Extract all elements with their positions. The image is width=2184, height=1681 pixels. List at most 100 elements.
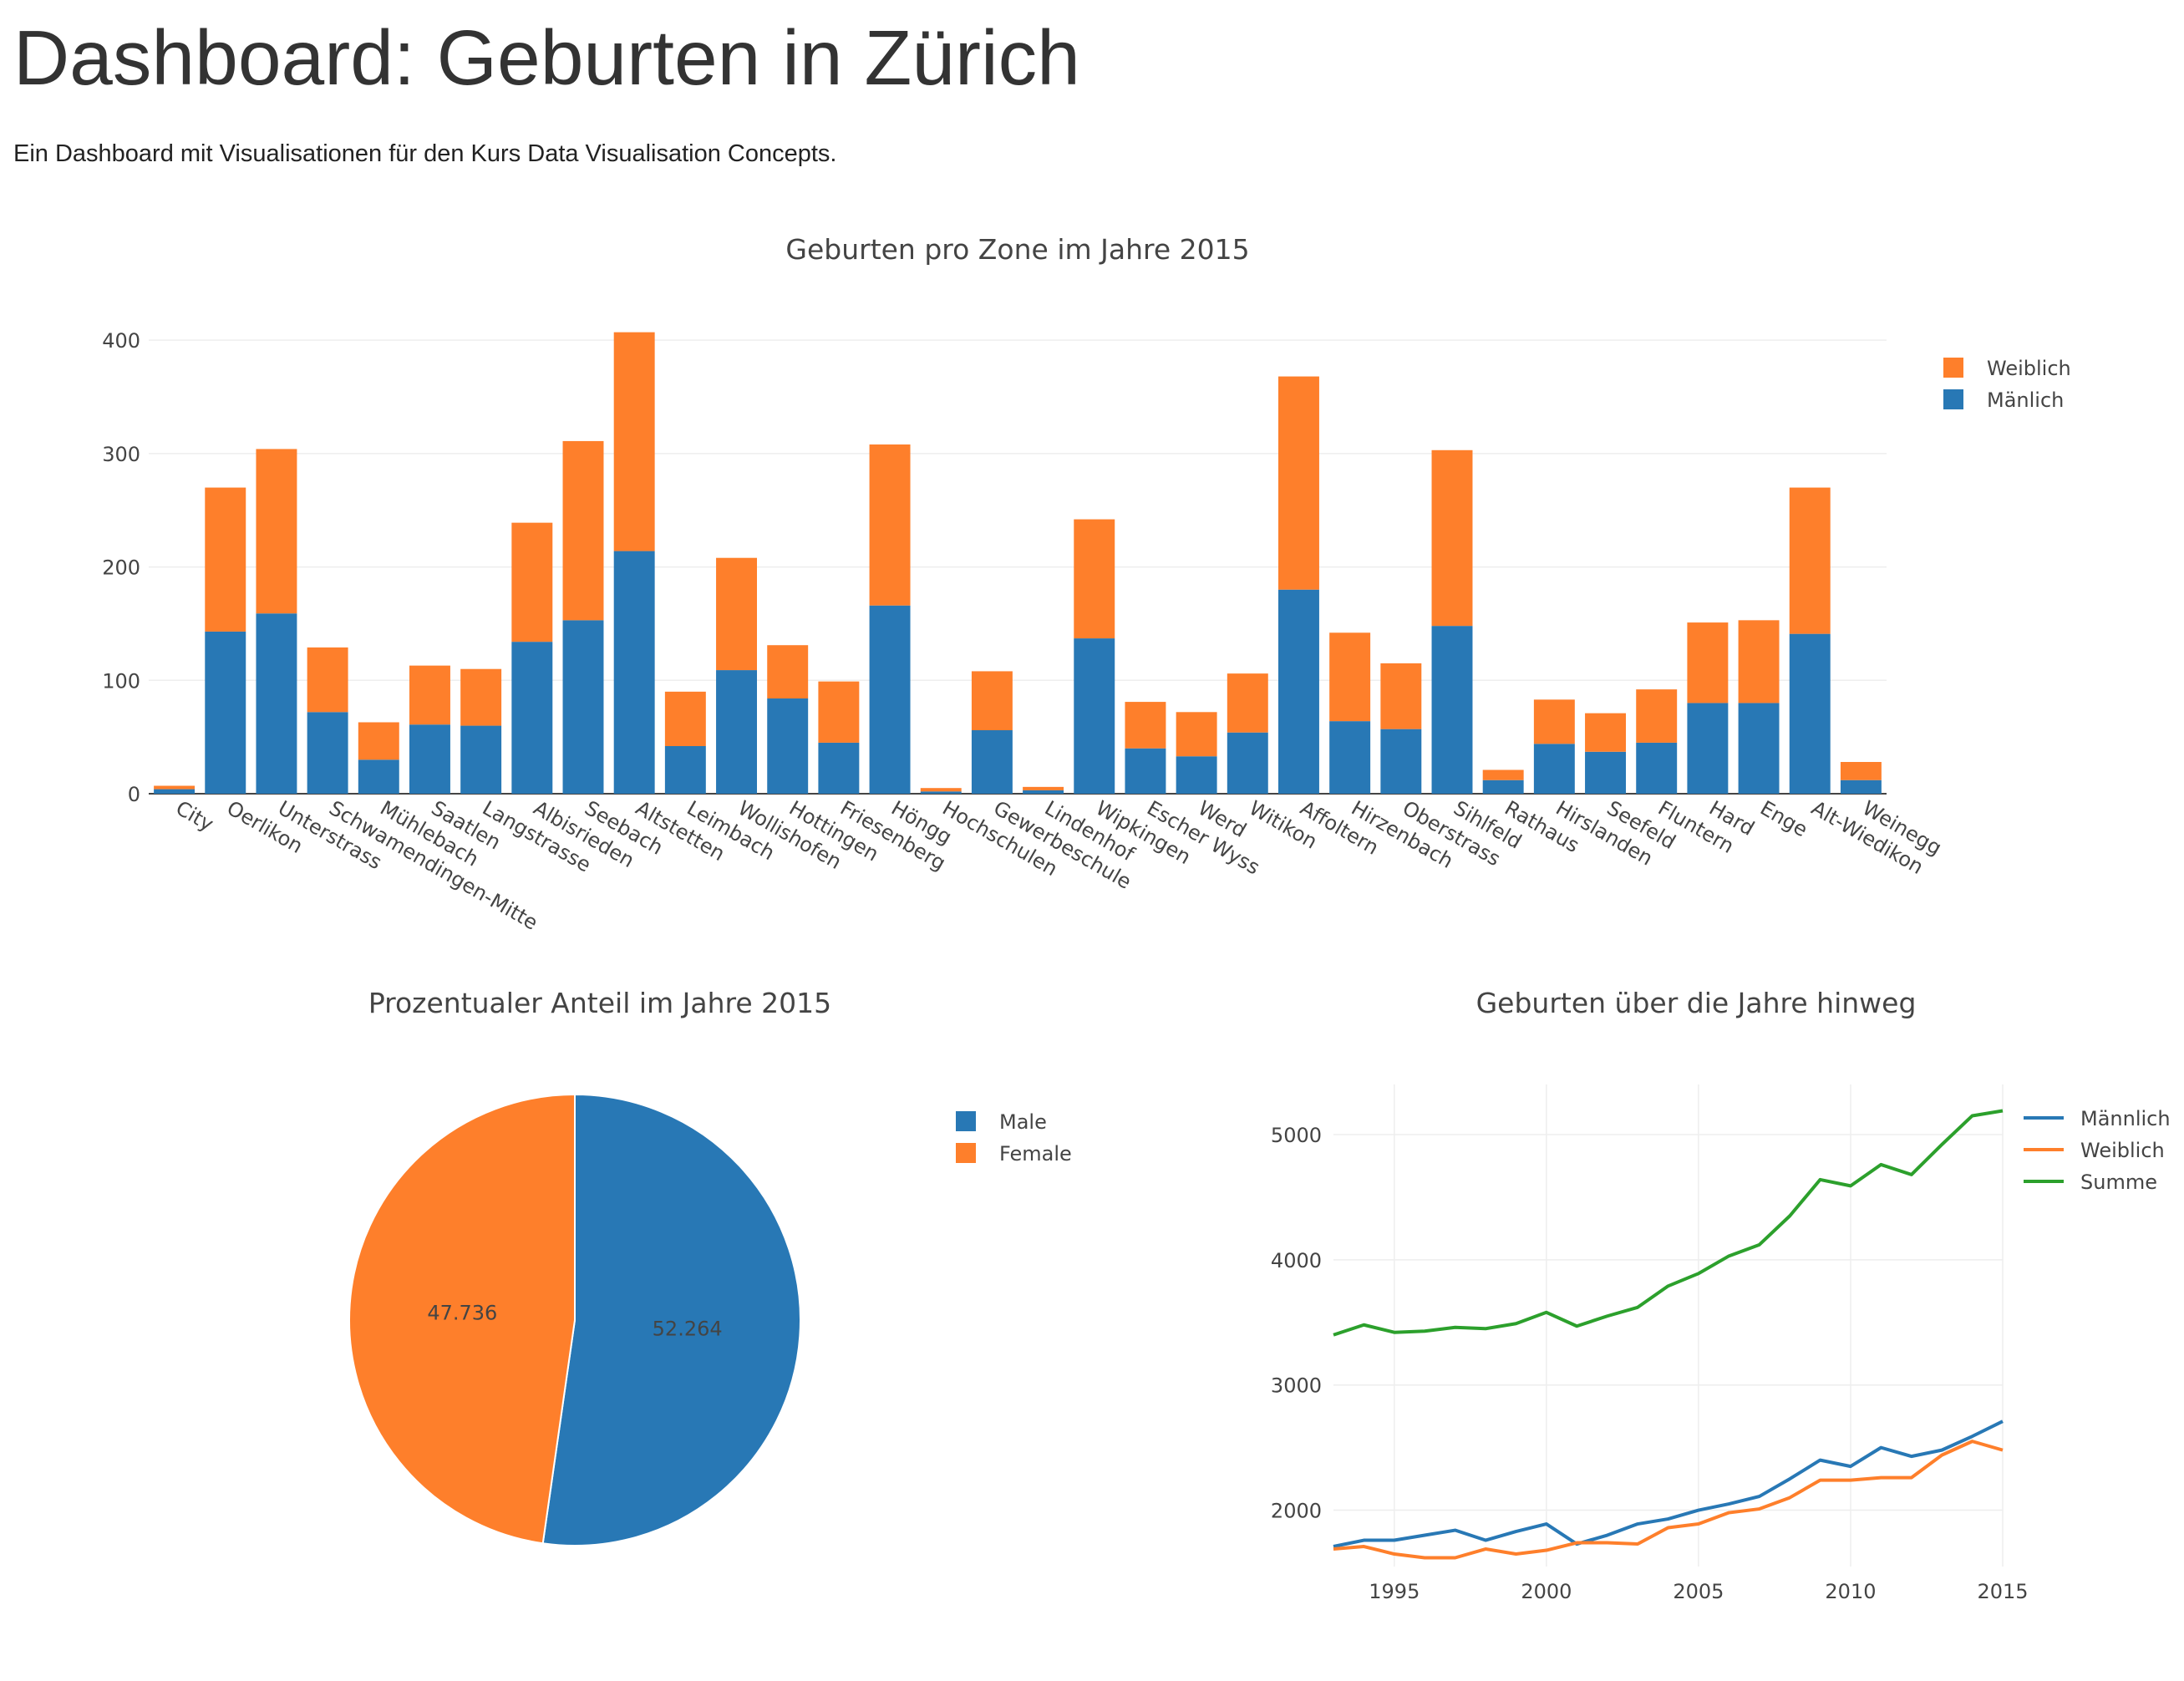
x-tick-label: 2015 (1977, 1580, 2028, 1603)
bar-maenlich-3 (307, 712, 348, 794)
y-tick-label: 0 (128, 783, 140, 806)
bar-weiblich-10 (664, 691, 706, 746)
bar-weiblich-1 (205, 487, 246, 632)
legend-label-2: Summe (2080, 1171, 2157, 1194)
bar-maenlich-26 (1482, 780, 1524, 794)
legend-label-female: Female (999, 1142, 1072, 1166)
bar-maenlich-16 (971, 730, 1013, 794)
bar-weiblich-7 (511, 522, 553, 642)
bar-weiblich-28 (1585, 713, 1626, 752)
pie-slice-female (348, 1093, 576, 1545)
y-tick-label: 100 (102, 669, 140, 693)
bar-weiblich-8 (562, 440, 604, 621)
bar-weiblich-22 (1278, 376, 1319, 590)
bar-weiblich-30 (1687, 622, 1729, 703)
y-tick-label: 2000 (1271, 1500, 1322, 1523)
bar-maenlich-12 (767, 698, 809, 794)
page-title: Dashboard: Geburten in Zürich (13, 14, 1080, 101)
pie-slice-male (541, 1093, 801, 1546)
x-tick-label: 1995 (1369, 1580, 1420, 1603)
bar-weiblich-23 (1329, 632, 1371, 722)
bar-maenlich-6 (460, 725, 502, 794)
legend-swatch-male (956, 1111, 976, 1131)
bar-maenlich-32 (1789, 633, 1831, 794)
bar-weiblich-13 (818, 681, 860, 743)
bar-weiblich-16 (971, 671, 1013, 730)
bar-weiblich-27 (1533, 699, 1575, 744)
bar-weiblich-3 (307, 647, 348, 713)
bar-weiblich-25 (1431, 449, 1473, 627)
bar-weiblich-18 (1074, 519, 1115, 639)
bar-maenlich-9 (613, 551, 655, 794)
bar-maenlich-17 (1023, 790, 1064, 794)
bar-weiblich-5 (409, 665, 450, 725)
bar-maenlich-21 (1227, 732, 1268, 794)
bar-maenlich-24 (1380, 729, 1422, 794)
bar-weiblich-26 (1482, 769, 1524, 780)
bar-maenlich-19 (1125, 748, 1166, 794)
line-series-0 (1333, 1419, 2004, 1548)
bar-maenlich-5 (409, 724, 450, 794)
bar-maenlich-14 (869, 605, 911, 794)
legend-label-weiblich: Weiblich (1987, 357, 2071, 380)
bar-weiblich-31 (1738, 620, 1780, 703)
bar-maenlich-13 (818, 742, 860, 794)
bar-maenlich-18 (1074, 638, 1115, 794)
pie-value-label: 52.264 (653, 1318, 723, 1341)
legend-label-1: Weiblich (2080, 1139, 2165, 1162)
line-series-2 (1333, 1109, 2004, 1337)
bar-maenlich-7 (511, 642, 553, 794)
y-tick-label: 3000 (1271, 1374, 1322, 1398)
bar-maenlich-25 (1431, 626, 1473, 794)
bar-weiblich-2 (256, 449, 297, 614)
bar-weiblich-29 (1636, 689, 1678, 743)
y-tick-label: 5000 (1271, 1124, 1322, 1147)
line-series-1 (1333, 1440, 2004, 1560)
bar-maenlich-31 (1738, 703, 1780, 794)
bar-weiblich-12 (767, 645, 809, 698)
bar-maenlich-11 (716, 670, 757, 794)
bar-weiblich-9 (613, 332, 655, 551)
line-chart: Geburten über die Jahre hinweg 2000 3000 40… (1271, 987, 2171, 1603)
bar-weiblich-4 (358, 722, 399, 760)
bar-maenlich-4 (358, 759, 399, 794)
pie-chart: Prozentualer Anteil im Jahre 2015 52.264 4… (348, 987, 1072, 1546)
bar-weiblich-15 (920, 788, 962, 792)
bar-maenlich-27 (1533, 744, 1575, 794)
x-tick-label: 2005 (1673, 1580, 1724, 1603)
legend-swatch-weiblich (1943, 358, 1963, 378)
y-tick-label: 200 (102, 556, 140, 580)
bar-maenlich-10 (664, 746, 706, 794)
bar-chart: Geburten pro Zone im Jahre 2015 0 100 200 30… (102, 233, 2071, 935)
x-tick-label: Enge (1756, 796, 1811, 841)
bar-maenlich-20 (1176, 756, 1217, 794)
bar-weiblich-6 (460, 668, 502, 726)
y-tick-label: 300 (102, 443, 140, 466)
bar-weiblich-20 (1176, 712, 1217, 757)
bar-weiblich-24 (1380, 663, 1422, 729)
bar-weiblich-14 (869, 444, 911, 606)
bar-weiblich-11 (716, 557, 757, 671)
pie-chart-title: Prozentualer Anteil im Jahre 2015 (368, 987, 831, 1019)
bar-weiblich-0 (154, 785, 196, 790)
line-chart-title: Geburten über die Jahre hinweg (1476, 987, 1917, 1019)
y-tick-label: 4000 (1271, 1249, 1322, 1272)
x-tick-label: 2010 (1825, 1580, 1876, 1603)
bar-weiblich-17 (1023, 786, 1064, 790)
bar-weiblich-21 (1227, 673, 1268, 733)
bar-maenlich-2 (256, 613, 297, 794)
bar-maenlich-15 (920, 791, 962, 794)
bar-maenlich-33 (1840, 780, 1882, 794)
bar-maenlich-29 (1636, 742, 1678, 794)
bar-maenlich-28 (1585, 751, 1626, 794)
bar-weiblich-32 (1789, 487, 1831, 634)
page-subtitle: Ein Dashboard mit Visualisationen für de… (13, 140, 837, 167)
y-tick-label: 400 (102, 329, 140, 353)
legend-label-0: Männlich (2080, 1107, 2171, 1130)
pie-value-label: 47.736 (427, 1301, 497, 1324)
bar-maenlich-23 (1329, 721, 1371, 794)
bar-weiblich-19 (1125, 702, 1166, 749)
bar-maenlich-8 (562, 620, 604, 794)
legend-swatch-female (956, 1143, 976, 1163)
legend-label-maenlich: Mänlich (1987, 389, 2064, 412)
